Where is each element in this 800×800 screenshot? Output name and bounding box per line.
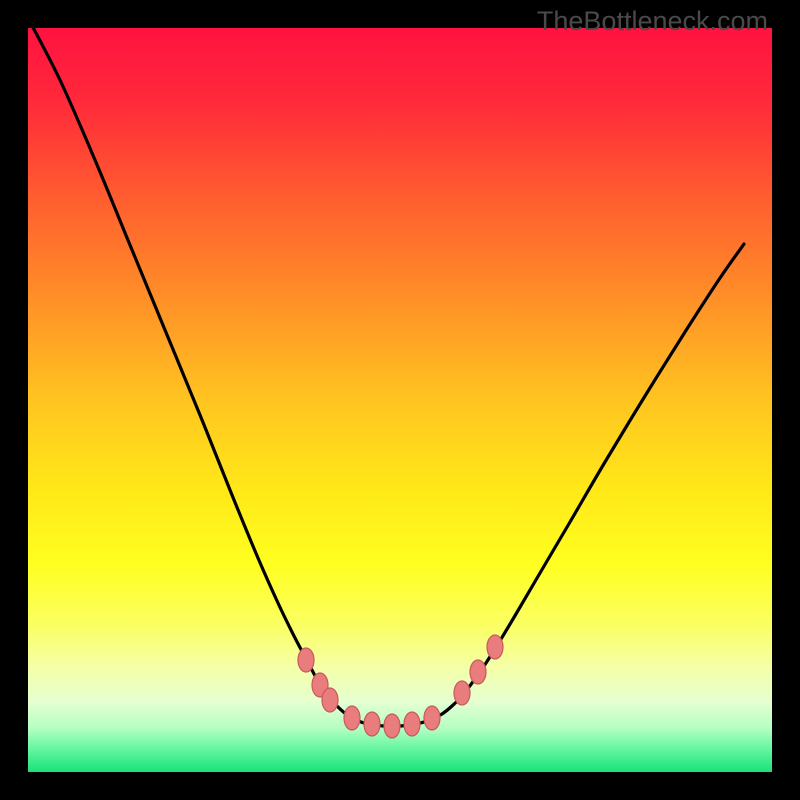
chart-frame: TheBottleneck.com (0, 0, 800, 800)
plot-area (28, 28, 772, 772)
curve-marker (487, 635, 503, 659)
curve-marker (298, 648, 314, 672)
curve-marker (344, 706, 360, 730)
curve-marker (470, 660, 486, 684)
curve-marker (454, 681, 470, 705)
watermark-text: TheBottleneck.com (537, 6, 768, 37)
curve-marker (364, 712, 380, 736)
curve-marker (322, 688, 338, 712)
chart-svg (28, 28, 772, 772)
curve-marker (424, 706, 440, 730)
curve-marker (404, 712, 420, 736)
gradient-background (28, 28, 772, 772)
curve-marker (384, 714, 400, 738)
